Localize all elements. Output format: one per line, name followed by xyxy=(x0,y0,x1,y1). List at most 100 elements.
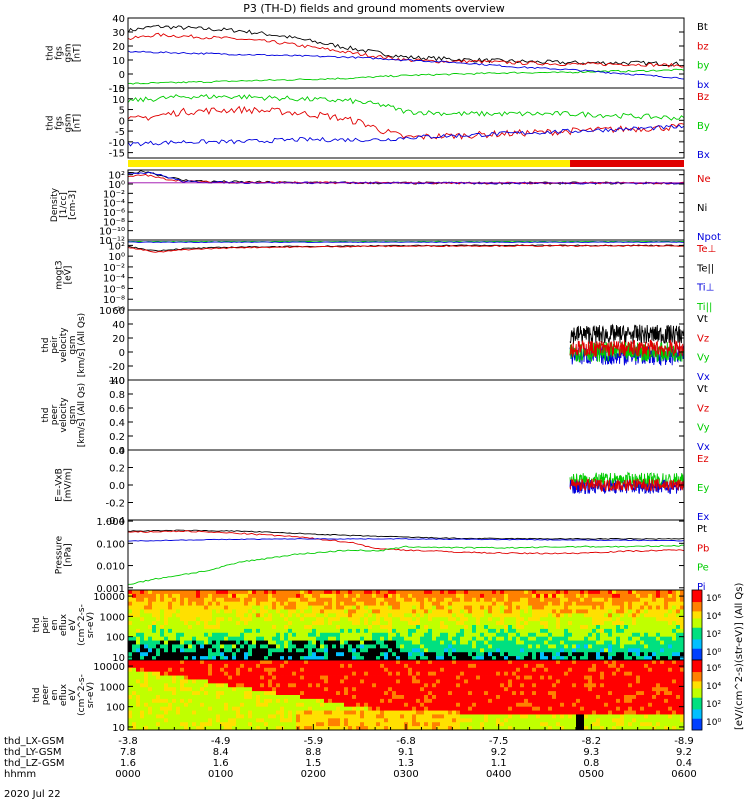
heatmap-cell xyxy=(188,710,193,715)
heatmap-cell xyxy=(256,621,261,626)
heatmap-cell xyxy=(316,644,321,649)
heatmap-cell xyxy=(472,593,477,599)
heatmap-cell xyxy=(312,702,317,708)
colorbar-cell xyxy=(692,627,702,631)
heatmap-cell xyxy=(572,683,577,688)
y-axis-title-line: Density xyxy=(50,187,60,222)
heatmap-cell xyxy=(292,640,297,645)
heatmap-cell xyxy=(252,702,257,708)
heatmap-cell xyxy=(224,660,229,665)
heatmap-cell xyxy=(272,636,277,641)
heatmap-cell xyxy=(408,593,413,599)
heatmap-cell xyxy=(604,718,609,723)
heatmap-cell xyxy=(372,609,377,614)
heatmap-cell xyxy=(520,679,525,684)
heatmap-cell xyxy=(600,644,605,649)
heatmap-cell xyxy=(316,605,321,610)
heatmap-cell xyxy=(372,663,377,669)
heatmap-cell xyxy=(256,601,261,606)
heatmap-cell xyxy=(620,644,625,649)
heatmap-cell xyxy=(148,632,153,638)
heatmap-cell xyxy=(644,593,649,599)
heatmap-cell xyxy=(140,648,145,653)
heatmap-cell xyxy=(356,617,361,622)
heatmap-cell xyxy=(520,648,525,653)
heatmap-cell xyxy=(148,628,153,634)
heatmap-cell xyxy=(168,632,173,638)
heatmap-cell xyxy=(160,617,165,622)
heatmap-cell xyxy=(160,660,165,665)
heatmap-cell xyxy=(668,636,673,641)
heatmap-cell xyxy=(400,683,405,688)
heatmap-cell xyxy=(492,683,497,688)
heatmap-cell xyxy=(264,636,269,641)
heatmap-cell xyxy=(444,718,449,723)
heatmap-cell xyxy=(512,667,517,673)
heatmap-cell xyxy=(216,590,221,595)
heatmap-cell xyxy=(300,625,305,630)
heatmap-cell xyxy=(332,593,337,599)
heatmap-cell xyxy=(632,613,637,618)
heatmap-cell xyxy=(656,605,661,610)
heatmap-cell xyxy=(236,632,241,638)
heatmap-cell xyxy=(596,652,601,657)
heatmap-cell xyxy=(584,597,589,603)
heatmap-cell xyxy=(668,652,673,657)
heatmap-cell xyxy=(156,609,161,614)
heatmap-cell xyxy=(180,628,185,634)
heatmap-cell xyxy=(552,601,557,606)
heatmap-cell xyxy=(296,625,301,630)
y-tick-label: -40 xyxy=(109,376,125,387)
heatmap-cell xyxy=(272,691,277,696)
heatmap-cell xyxy=(348,593,353,599)
heatmap-cell xyxy=(612,621,617,626)
heatmap-cell xyxy=(296,593,301,599)
heatmap-cell xyxy=(624,652,629,657)
heatmap-cell xyxy=(388,652,393,657)
heatmap-cell xyxy=(460,722,465,727)
heatmap-cell xyxy=(264,597,269,603)
heatmap-cell xyxy=(520,660,525,665)
heatmap-cell xyxy=(616,625,621,630)
heatmap-cell xyxy=(564,714,569,719)
heatmap-cell xyxy=(344,605,349,610)
heatmap-cell xyxy=(132,621,137,626)
heatmap-cell xyxy=(200,632,205,638)
heatmap-cell xyxy=(672,632,677,638)
heatmap-cell xyxy=(444,722,449,727)
heatmap-cell xyxy=(376,675,381,680)
heatmap-cell xyxy=(680,652,685,657)
heatmap-cell xyxy=(128,609,133,614)
heatmap-cell xyxy=(332,613,337,618)
heatmap-cell xyxy=(200,722,205,727)
heatmap-cell xyxy=(384,667,389,673)
heatmap-cell xyxy=(592,625,597,630)
heatmap-cell xyxy=(160,593,165,599)
heatmap-cell xyxy=(608,671,613,676)
heatmap-cell xyxy=(400,644,405,649)
heatmap-cell xyxy=(504,593,509,599)
heatmap-cell xyxy=(468,695,473,700)
heatmap-cell xyxy=(380,722,385,727)
heatmap-cell xyxy=(588,640,593,645)
heatmap-cell xyxy=(164,601,169,606)
heatmap-cell xyxy=(572,718,577,723)
heatmap-cell xyxy=(592,667,597,673)
heatmap-cell xyxy=(180,601,185,606)
heatmap-cell xyxy=(156,660,161,665)
heatmap-cell xyxy=(508,660,513,665)
heatmap-cell xyxy=(552,644,557,649)
heatmap-cell xyxy=(308,687,313,692)
heatmap-cell xyxy=(360,617,365,622)
heatmap-cell xyxy=(388,656,393,661)
heatmap-cell xyxy=(332,656,337,661)
heatmap-cell xyxy=(260,702,265,708)
heatmap-cell xyxy=(620,640,625,645)
heatmap-cell xyxy=(176,613,181,618)
y-tick-label: 0 xyxy=(119,348,125,359)
heatmap-cell xyxy=(208,601,213,606)
heatmap-cell xyxy=(328,590,333,595)
heatmap-cell xyxy=(308,597,313,603)
heatmap-cell xyxy=(588,714,593,719)
